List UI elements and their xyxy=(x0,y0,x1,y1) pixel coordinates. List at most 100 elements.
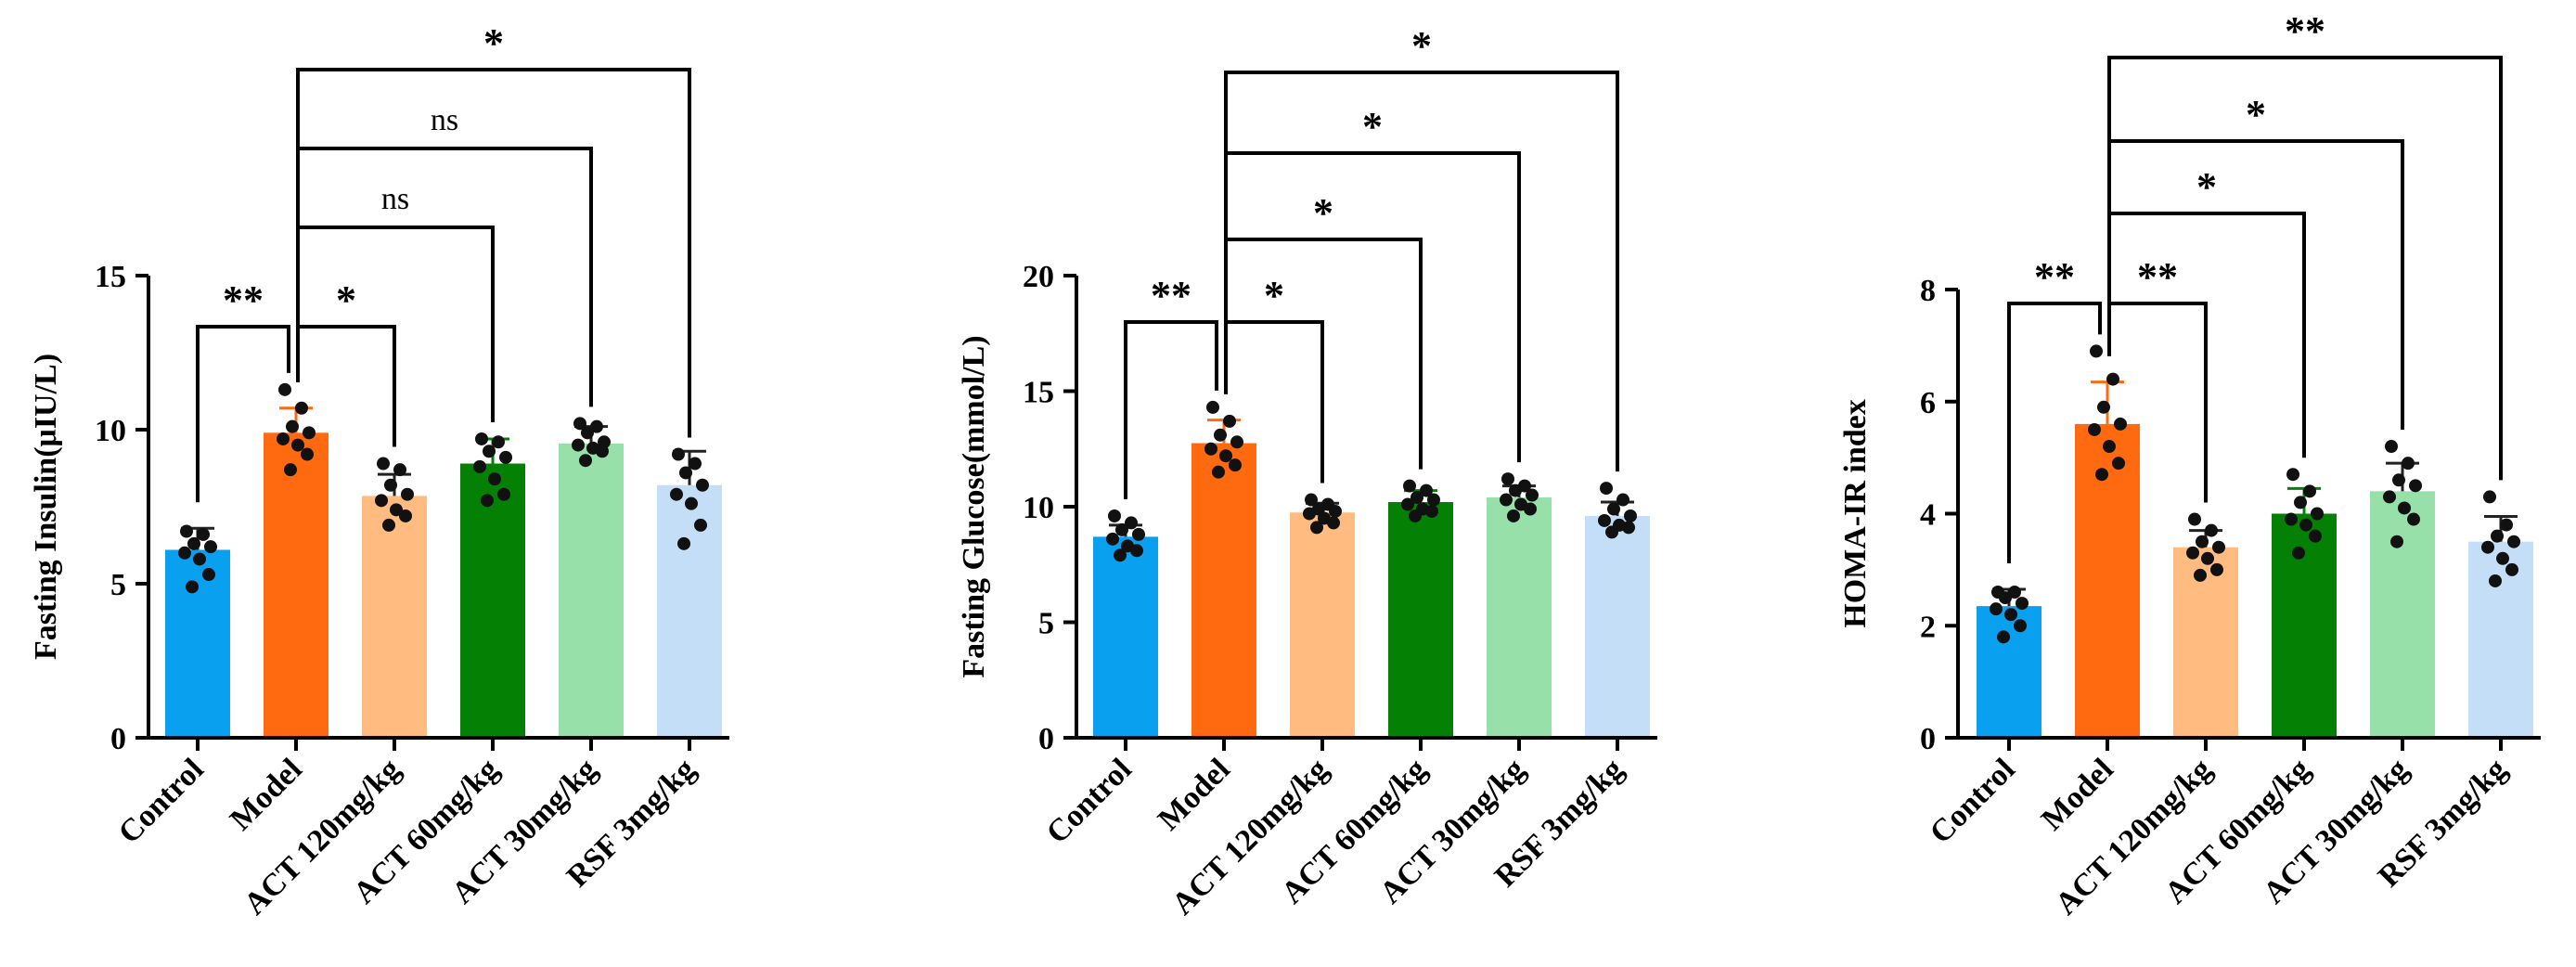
point-model xyxy=(1230,435,1243,449)
point-model xyxy=(278,382,291,396)
significance-label: * xyxy=(2196,164,2217,210)
point-act-30mg-kg xyxy=(573,417,586,431)
point-act-60mg-kg xyxy=(492,435,505,449)
point-rsf-3mg-kg xyxy=(2491,529,2504,543)
point-act-120mg-kg xyxy=(2186,546,2199,560)
y-tick-label: 5 xyxy=(110,568,126,602)
point-act-30mg-kg xyxy=(2385,440,2398,454)
point-model xyxy=(303,426,316,440)
point-model xyxy=(2088,422,2101,436)
point-rsf-3mg-kg xyxy=(2481,540,2494,554)
bar-act-30mg-kg xyxy=(559,443,624,738)
x-category-label: Control xyxy=(112,752,211,850)
point-act-60mg-kg xyxy=(2294,496,2307,509)
bar-act-60mg-kg xyxy=(2272,513,2337,738)
bar-act-120mg-kg xyxy=(362,496,427,738)
point-act-120mg-kg xyxy=(399,509,412,522)
point-act-30mg-kg xyxy=(2392,473,2405,487)
point-rsf-3mg-kg xyxy=(670,487,683,501)
significance-label: * xyxy=(483,20,504,66)
point-act-120mg-kg xyxy=(375,494,388,508)
bar-model xyxy=(264,432,328,738)
significance-label: * xyxy=(2246,92,2266,137)
point-act-120mg-kg xyxy=(2205,523,2218,537)
x-category-label: Model xyxy=(2035,752,2120,837)
point-act-120mg-kg xyxy=(393,463,406,477)
point-control xyxy=(1115,522,1128,536)
significance-label: ** xyxy=(2034,254,2075,300)
point-control xyxy=(202,568,215,582)
point-act-120mg-kg xyxy=(401,487,414,501)
significance-label: ** xyxy=(2137,254,2178,300)
point-act-60mg-kg xyxy=(488,472,501,486)
y-tick-label: 8 xyxy=(1920,274,1936,308)
significance-label: ** xyxy=(223,277,264,323)
point-act-30mg-kg xyxy=(572,438,585,452)
point-control xyxy=(1108,509,1121,522)
significance-label: * xyxy=(1411,23,1432,69)
point-rsf-3mg-kg xyxy=(2489,574,2502,587)
point-rsf-3mg-kg xyxy=(694,518,707,532)
point-control xyxy=(186,580,199,594)
significance-bracket xyxy=(196,325,290,503)
point-act-60mg-kg xyxy=(1403,479,1416,493)
point-model xyxy=(2090,344,2103,358)
point-control xyxy=(1132,527,1145,541)
point-act-60mg-kg xyxy=(2303,484,2316,498)
point-model xyxy=(301,447,314,461)
bar-rsf-3mg-kg xyxy=(2468,541,2533,738)
y-tick-label: 5 xyxy=(1038,607,1054,641)
bar-act-120mg-kg xyxy=(2173,547,2238,738)
significance-label: * xyxy=(1313,190,1333,236)
point-act-60mg-kg xyxy=(1409,509,1422,522)
y-axis-label: Fasting Insulin(μIU/L) xyxy=(29,354,63,660)
point-model xyxy=(291,438,304,452)
point-rsf-3mg-kg xyxy=(1605,525,1618,539)
point-rsf-3mg-kg xyxy=(679,466,692,480)
significance-bracket xyxy=(2007,302,2102,564)
point-rsf-3mg-kg xyxy=(1600,482,1613,496)
y-tick-label: 20 xyxy=(1023,260,1054,294)
point-model xyxy=(1229,458,1242,472)
significance-label: ** xyxy=(1151,273,1191,318)
y-tick-label: 6 xyxy=(1920,386,1936,420)
point-rsf-3mg-kg xyxy=(2507,535,2520,548)
point-act-120mg-kg xyxy=(2194,568,2207,582)
point-act-60mg-kg xyxy=(1427,493,1440,507)
point-act-120mg-kg xyxy=(1327,516,1340,530)
point-control xyxy=(180,524,193,538)
point-rsf-3mg-kg xyxy=(685,496,698,510)
point-act-60mg-kg xyxy=(1420,484,1433,497)
bar-act-30mg-kg xyxy=(2370,491,2435,738)
point-act-30mg-kg xyxy=(1526,488,1539,502)
point-model xyxy=(1206,400,1219,414)
point-act-120mg-kg xyxy=(377,457,390,471)
point-rsf-3mg-kg xyxy=(1598,513,1611,527)
point-act-60mg-kg xyxy=(2311,507,2324,521)
point-control xyxy=(1990,602,2003,616)
point-model xyxy=(1223,414,1236,428)
point-control xyxy=(1999,591,2012,605)
x-category-label: Control xyxy=(1924,752,2022,850)
point-act-60mg-kg xyxy=(483,445,496,458)
bar-model xyxy=(2075,423,2140,738)
point-rsf-3mg-kg xyxy=(1622,521,1635,535)
point-act-60mg-kg xyxy=(475,432,488,445)
point-rsf-3mg-kg xyxy=(1607,502,1620,516)
point-control xyxy=(204,540,217,554)
point-control xyxy=(1130,544,1143,558)
point-rsf-3mg-kg xyxy=(672,447,685,461)
point-act-120mg-kg xyxy=(2188,512,2201,526)
point-act-30mg-kg xyxy=(1501,472,1514,486)
point-model xyxy=(286,419,299,433)
significance-label: * xyxy=(336,277,356,323)
significance-bracket xyxy=(2107,56,2503,481)
significance-label: * xyxy=(1362,104,1383,149)
x-category-label: Model xyxy=(224,752,309,837)
point-act-30mg-kg xyxy=(2407,512,2420,526)
y-tick-label: 15 xyxy=(95,260,126,294)
point-control xyxy=(1125,516,1138,530)
point-model xyxy=(277,432,290,445)
